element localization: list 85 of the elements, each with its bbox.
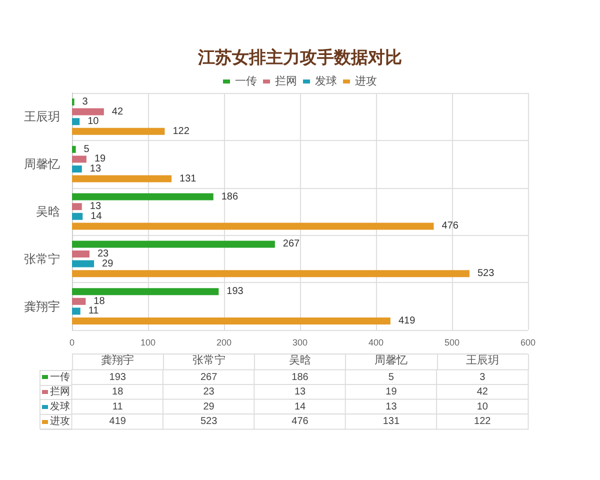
data-label: 476 <box>292 416 309 428</box>
data-label: 13 <box>90 201 102 212</box>
data-label: 14 <box>294 401 306 412</box>
data-label: 11 <box>112 401 124 412</box>
chart-title: 江苏女排主力攻手数据对比 <box>197 48 402 67</box>
bar <box>72 193 214 200</box>
x-tick-label: 龚翔宇 <box>101 354 134 366</box>
data-label: 18 <box>112 386 124 398</box>
data-label: 523 <box>200 416 218 428</box>
data-label: 23 <box>97 248 110 260</box>
data-label: 122 <box>172 126 190 137</box>
y-tick-label: 发球 <box>50 400 70 412</box>
x-tick-label: 300 <box>292 338 308 348</box>
data-label: 19 <box>94 154 106 165</box>
bar <box>72 308 80 315</box>
data-label: 476 <box>442 220 459 232</box>
bar <box>72 250 90 258</box>
y-tick-label: 龚翔宇 <box>24 299 60 314</box>
x-tick-label: 张常宁 <box>192 354 226 366</box>
y-tick-label: 张常宁 <box>24 252 60 266</box>
x-tick-label: 100 <box>140 338 156 348</box>
data-label: 13 <box>386 401 398 412</box>
bar <box>72 166 82 172</box>
bar <box>72 175 172 182</box>
bar <box>72 146 76 153</box>
data-label: 3 <box>82 96 88 108</box>
data-label: 13 <box>90 164 102 174</box>
x-tick-label: 500 <box>444 338 460 348</box>
data-label: 523 <box>477 268 495 280</box>
data-label: 3 <box>480 372 486 383</box>
x-tick-label: 周馨忆 <box>374 354 408 366</box>
x-tick-label: 200 <box>216 338 232 348</box>
data-label: 29 <box>102 258 114 270</box>
data-label: 267 <box>200 372 218 383</box>
data-label: 29 <box>203 401 215 412</box>
data-label: 267 <box>282 238 300 250</box>
legend-label: 进攻 <box>355 74 377 88</box>
bar <box>72 298 86 305</box>
bar <box>72 270 470 278</box>
data-label: 186 <box>292 372 309 383</box>
bar <box>72 203 82 210</box>
bar <box>72 156 86 163</box>
data-label: 419 <box>398 316 416 326</box>
y-tick-label: 进攻 <box>50 415 70 428</box>
y-tick-label: 吴晗 <box>36 204 60 218</box>
bar <box>72 108 104 116</box>
data-label: 5 <box>388 372 394 383</box>
x-tick-label: 0 <box>69 338 75 348</box>
data-label: 186 <box>221 191 238 202</box>
x-tick-label: 吴晗 <box>289 354 311 366</box>
bar <box>72 128 165 135</box>
data-label: 131 <box>382 416 400 428</box>
data-label: 18 <box>94 296 106 307</box>
y-tick-label: 王辰玥 <box>24 110 60 124</box>
data-label: 131 <box>180 173 197 184</box>
legend-label: 一传 <box>235 76 257 88</box>
bar <box>72 212 83 220</box>
y-tick-label: 拦网 <box>50 386 70 398</box>
data-label: 10 <box>88 116 100 128</box>
data-label: 11 <box>88 306 100 317</box>
y-tick-label: 一传 <box>50 372 70 383</box>
bar <box>72 288 219 296</box>
legend-label: 拦网 <box>275 74 297 88</box>
data-label: 10 <box>476 401 488 412</box>
data-label: 19 <box>386 386 398 398</box>
bar <box>72 318 390 324</box>
data-label: 122 <box>474 416 492 428</box>
data-label: 193 <box>226 286 244 298</box>
legend-label: 发球 <box>315 74 337 88</box>
data-label: 419 <box>109 416 126 428</box>
data-label: 14 <box>90 210 102 222</box>
data-label: 193 <box>109 372 126 383</box>
bar <box>72 222 434 230</box>
bar <box>72 118 80 126</box>
x-tick-label: 王辰玥 <box>466 354 499 366</box>
data-label: 13 <box>294 386 306 398</box>
data-label: 5 <box>84 144 90 155</box>
data-label: 42 <box>112 106 124 118</box>
bar <box>72 240 275 248</box>
bar <box>72 260 94 268</box>
x-tick-label: 400 <box>368 338 384 348</box>
data-label: 23 <box>203 386 215 398</box>
y-tick-label: 周馨忆 <box>24 157 60 172</box>
x-tick-label: 600 <box>520 338 536 348</box>
data-label: 42 <box>476 386 488 398</box>
